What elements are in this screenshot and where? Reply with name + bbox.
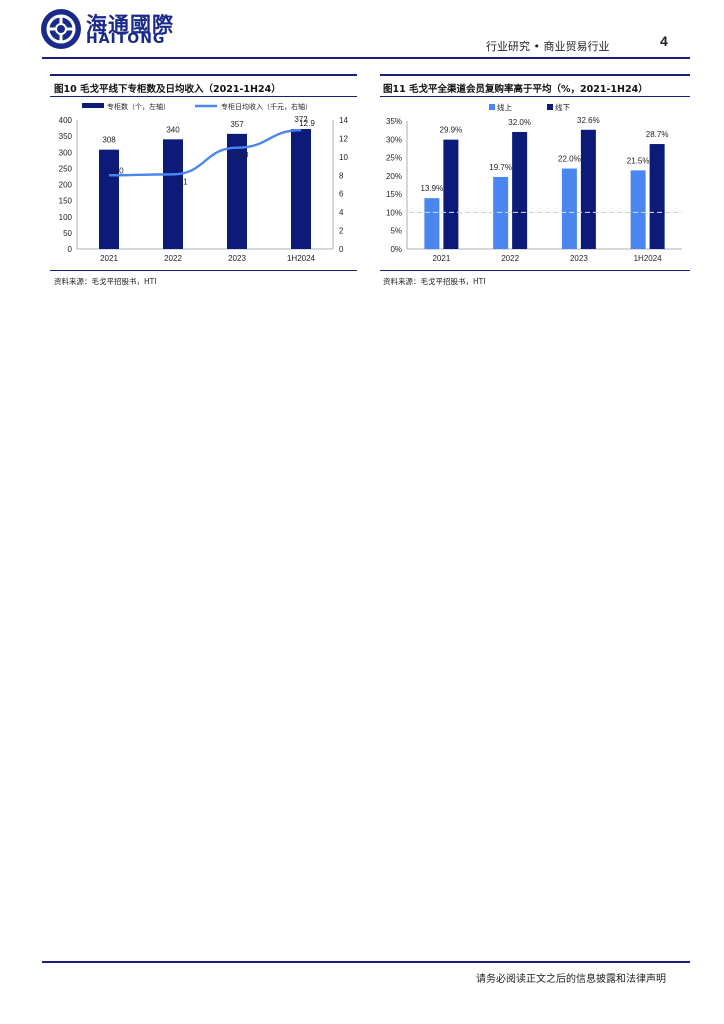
bar-data-label: 13.9% [421, 184, 444, 193]
y-axis-tick-label: 20% [386, 172, 402, 181]
bar-store-count [227, 133, 247, 249]
x-axis-tick-label: 2023 [228, 254, 246, 263]
right-axis-tick-label: 2 [339, 227, 344, 236]
figure-10-top-rule [50, 74, 357, 76]
x-axis-tick-label: 2022 [164, 254, 182, 263]
bar-offline [512, 131, 528, 249]
legend-swatch-online [489, 104, 495, 110]
y-axis-tick-label: 15% [386, 190, 402, 199]
x-axis-tick-label: 2021 [432, 254, 450, 263]
legend-label-line: 专柜日均收入（千元，右轴） [221, 102, 312, 111]
bar-offline [443, 139, 459, 249]
figure-11-title-rule [380, 96, 690, 97]
left-axis-tick-label: 200 [59, 181, 73, 190]
line-daily-revenue [108, 128, 302, 177]
right-axis-tick-label: 6 [339, 190, 344, 199]
y-axis-tick-label: 35% [386, 117, 402, 126]
right-axis-tick-label: 4 [339, 208, 344, 217]
legend-label-online: 线上 [497, 102, 512, 112]
bar-offline [580, 129, 596, 249]
figure-11-bottom-rule [380, 270, 690, 271]
figure-11-top-rule [380, 74, 690, 76]
logo-text-english: HAITONG [86, 31, 166, 47]
bar-data-label: 357 [230, 120, 244, 129]
left-axis-tick-label: 250 [59, 164, 73, 173]
left-axis-tick-label: 50 [63, 229, 72, 238]
bar-data-label: 32.0% [508, 118, 531, 127]
bar-data-label: 308 [102, 136, 116, 145]
bar-data-label: 21.5% [627, 156, 650, 165]
y-axis-tick-label: 0% [390, 245, 402, 254]
section-label: 行业研究 • 商业贸易行业 [486, 40, 610, 53]
x-axis-tick-label: 1H2024 [634, 254, 663, 263]
left-axis-tick-label: 300 [59, 148, 73, 157]
footer-rule [42, 961, 690, 963]
right-axis-tick-label: 10 [339, 153, 348, 162]
line-data-label: 12.9 [299, 119, 315, 128]
right-axis-tick-label: 12 [339, 134, 348, 143]
x-axis-tick-label: 2022 [501, 254, 519, 263]
figure-10-chart: 0 50 100 150 200 250 300 350 400 0 2 4 6 8 10 12 14 2021 2… [59, 102, 349, 263]
page-number: 4 [660, 33, 668, 49]
right-axis-tick-label: 8 [339, 171, 344, 180]
bar-offline [649, 144, 665, 249]
figure-11-source: 资料来源：毛戈平招股书，HTI [383, 277, 486, 286]
figure-11-title: 图11 毛戈平全渠道会员复购率高于平均（%，2021-1H24） [383, 84, 648, 95]
right-axis-tick-label: 14 [339, 116, 348, 125]
left-axis-tick-label: 150 [59, 197, 73, 206]
y-axis-tick-label: 10% [386, 208, 402, 217]
bar-data-label: 29.9% [440, 126, 463, 135]
bar-data-label: 32.6% [577, 116, 600, 125]
y-axis-tick-label: 5% [390, 227, 402, 236]
x-axis-tick-label: 1H2024 [287, 254, 316, 263]
y-axis-tick-label: 25% [386, 154, 402, 163]
bar-data-label: 340 [166, 125, 180, 134]
figure-11-chart: 0% 5% 10% 15% 20% 25% 30% 35% 2021 2022 2023 1H2024… [386, 102, 682, 263]
bar-data-label: 22.0% [558, 155, 581, 164]
line-data-label: 8.1 [176, 177, 188, 186]
bar-data-label: 372 [294, 115, 308, 124]
figure-10-title-rule [50, 96, 357, 97]
header-rule [42, 57, 690, 59]
bar-online [424, 198, 440, 249]
left-axis-tick-label: 400 [59, 116, 73, 125]
bar-store-count [291, 129, 311, 249]
left-axis-tick-label: 350 [59, 132, 73, 141]
legend-label-offline: 线下 [555, 102, 570, 112]
figure-10-title: 图10 毛戈平线下专柜数及日均收入（2021-1H24） [54, 84, 281, 95]
left-axis-tick-label: 0 [68, 245, 73, 254]
line-data-label: 8.0 [112, 166, 124, 175]
bar-store-count [163, 139, 183, 249]
logo-text-chinese: 海通國際 [86, 13, 174, 37]
bar-data-label: 28.7% [646, 130, 669, 139]
legend-label-bars: 专柜数（个，左轴） [107, 102, 170, 111]
legend-swatch-bars [82, 103, 104, 108]
line-data-label: 11.0 [234, 151, 250, 160]
x-axis-tick-label: 2021 [100, 254, 118, 263]
figure-10-bottom-rule [50, 270, 357, 271]
bar-online [561, 168, 577, 249]
x-axis-tick-label: 2023 [570, 254, 588, 263]
bar-data-label: 19.7% [489, 163, 512, 172]
footer-disclaimer: 请务必阅读正文之后的信息披露和法律声明 [476, 974, 666, 985]
legend-swatch-offline [547, 104, 553, 110]
y-axis-tick-label: 30% [386, 135, 402, 144]
bar-store-count [99, 149, 119, 249]
figure-10-source: 资料来源：毛戈平招股书，HTI [54, 277, 157, 286]
bar-online [630, 170, 646, 249]
right-axis-tick-label: 0 [339, 245, 344, 254]
left-axis-tick-label: 100 [59, 213, 73, 222]
haitong-logo-icon [41, 9, 81, 49]
